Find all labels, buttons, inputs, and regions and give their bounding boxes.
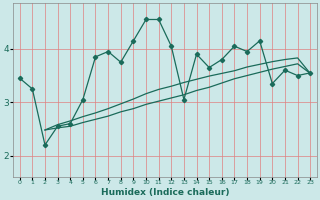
X-axis label: Humidex (Indice chaleur): Humidex (Indice chaleur) [101, 188, 229, 197]
